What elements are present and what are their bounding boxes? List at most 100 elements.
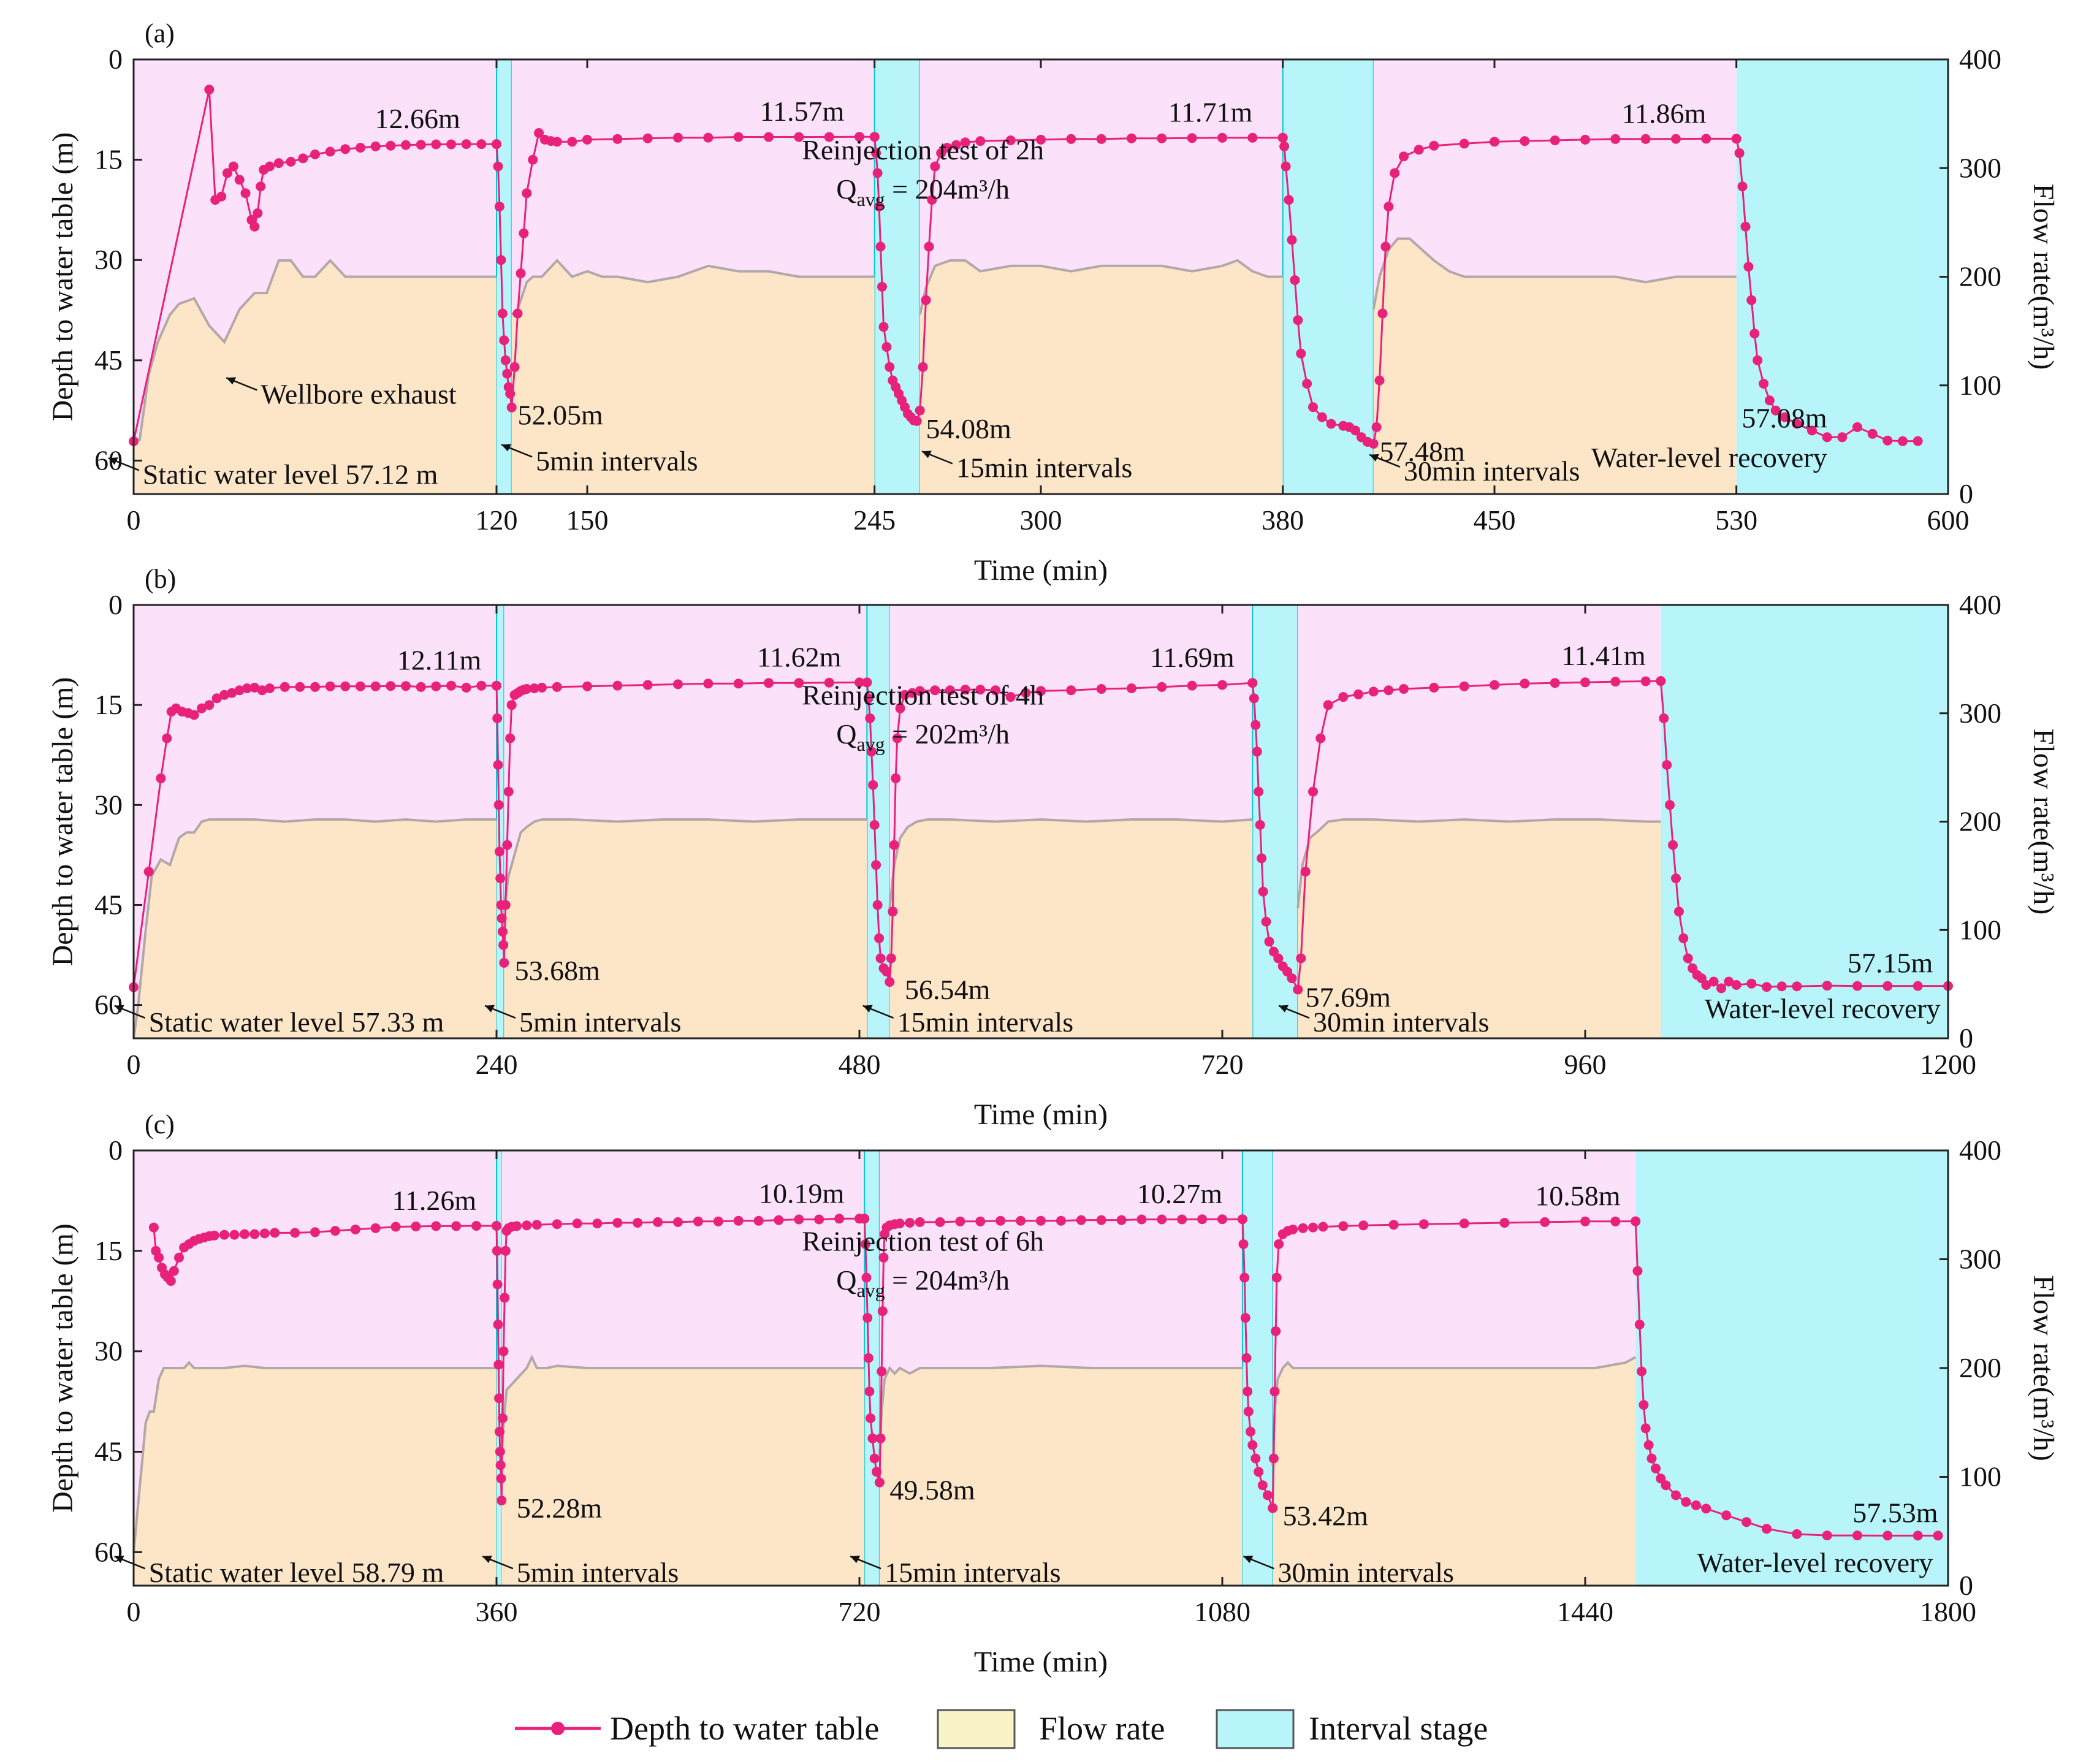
annotation-arrowhead	[482, 1556, 492, 1564]
depth-point	[239, 1229, 249, 1239]
depth-point	[653, 1217, 663, 1227]
depth-line-5	[1634, 1221, 1938, 1537]
depth-point	[1459, 681, 1469, 691]
depth-point	[1127, 683, 1136, 693]
depth-point	[1326, 419, 1336, 429]
depth-point	[703, 679, 714, 689]
trough-label: 49.58m	[889, 1475, 975, 1506]
annotation-arrowhead	[226, 377, 237, 385]
x-tick-label: 720	[839, 1596, 881, 1627]
depth-point	[1250, 1453, 1261, 1464]
flow-area-4	[1273, 1357, 1636, 1586]
depth-point	[499, 957, 509, 968]
depth-point	[1759, 379, 1769, 389]
y-axis-title-left: Depth to water table (m)	[47, 132, 79, 422]
depth-point	[1368, 686, 1379, 697]
depth-point	[930, 161, 940, 172]
qavg-q: Q	[836, 718, 856, 750]
depth-point	[582, 134, 592, 145]
x-tick-label: 0	[127, 504, 141, 536]
chart-title: Reinjection test of 2h	[802, 134, 1044, 165]
depth-point	[1746, 978, 1757, 989]
depth-point	[930, 685, 940, 696]
depth-point	[1353, 689, 1363, 699]
depth-point	[1852, 1530, 1862, 1541]
depth-point	[633, 1218, 643, 1228]
depth-point	[257, 685, 267, 696]
depth-point	[1671, 873, 1681, 883]
depth-point	[942, 143, 953, 153]
depth-point	[370, 1223, 381, 1233]
depth-point	[874, 202, 885, 211]
depth-point	[229, 1230, 240, 1240]
depth-point	[290, 1228, 300, 1238]
depth-point	[907, 688, 918, 698]
flow-area-4	[1298, 819, 1661, 1038]
legend-depth-marker	[551, 1722, 565, 1735]
depth-point	[1287, 973, 1297, 984]
depth-point	[867, 1433, 878, 1443]
depth-point	[1792, 419, 1802, 429]
depth-point	[1490, 137, 1499, 147]
depth-point	[492, 1221, 501, 1231]
depth-point	[522, 684, 532, 694]
depth-point	[1217, 1214, 1227, 1225]
depth-point	[493, 1359, 504, 1370]
depth-point	[1418, 1219, 1429, 1230]
depth-point	[1338, 1221, 1349, 1231]
y-tick-label-left: 30	[94, 244, 123, 275]
depth-point	[1792, 981, 1802, 992]
y-axis-title-right: Flow rate(m³/h)	[2027, 1275, 2060, 1461]
depth-point	[1258, 886, 1268, 897]
peak-label: 11.69m	[1150, 642, 1235, 673]
depth-point	[169, 1266, 179, 1276]
annotation-arrowhead	[850, 1556, 861, 1564]
depth-point	[1384, 202, 1394, 211]
depth-point	[927, 195, 937, 205]
depth-point	[1323, 700, 1333, 710]
depth-point	[552, 1219, 562, 1230]
depth-point	[885, 362, 895, 372]
depth-point	[1701, 980, 1711, 990]
depth-point	[1499, 1218, 1510, 1228]
depth-point	[960, 685, 970, 695]
depth-point	[1096, 1215, 1106, 1225]
depth-point	[1066, 685, 1076, 696]
depth-point	[1293, 315, 1303, 325]
depth-point	[1520, 136, 1530, 146]
depth-point	[1746, 295, 1757, 305]
depth-point	[370, 681, 381, 691]
depth-point	[878, 1252, 889, 1263]
depth-point	[1643, 1440, 1654, 1450]
depth-point	[872, 1467, 881, 1477]
depth-point	[446, 139, 456, 150]
depth-point	[1701, 1504, 1711, 1514]
depth-point	[713, 1216, 723, 1226]
depth-point	[1580, 134, 1590, 145]
depth-point	[522, 1220, 532, 1231]
depth-point	[209, 1230, 219, 1241]
depth-point	[1217, 680, 1227, 690]
x-tick-label: 960	[1564, 1049, 1607, 1080]
depth-point	[494, 846, 504, 857]
depth-point	[1673, 907, 1684, 917]
y-tick-label-right: 0	[1959, 1022, 1973, 1054]
qavg-value: = 204m³/h	[885, 1264, 1010, 1296]
depth-point	[1252, 747, 1262, 757]
depth-point	[1780, 412, 1790, 422]
depth-point	[1247, 132, 1258, 143]
depth-point	[227, 688, 237, 698]
depth-point	[1263, 1490, 1273, 1500]
y-tick-label-left: 30	[94, 789, 123, 820]
depth-point	[471, 1221, 482, 1231]
depth-point	[874, 1477, 885, 1488]
depth-point	[877, 1366, 887, 1377]
depth-point	[497, 927, 508, 937]
depth-point	[310, 682, 320, 692]
y-tick-label-left: 60	[94, 444, 123, 476]
depth-point	[1671, 134, 1681, 144]
depth-point	[1683, 953, 1693, 964]
y-axis-title-right: Flow rate(m³/h)	[2027, 729, 2060, 915]
depth-point	[866, 1413, 876, 1423]
depth-point	[189, 710, 199, 720]
